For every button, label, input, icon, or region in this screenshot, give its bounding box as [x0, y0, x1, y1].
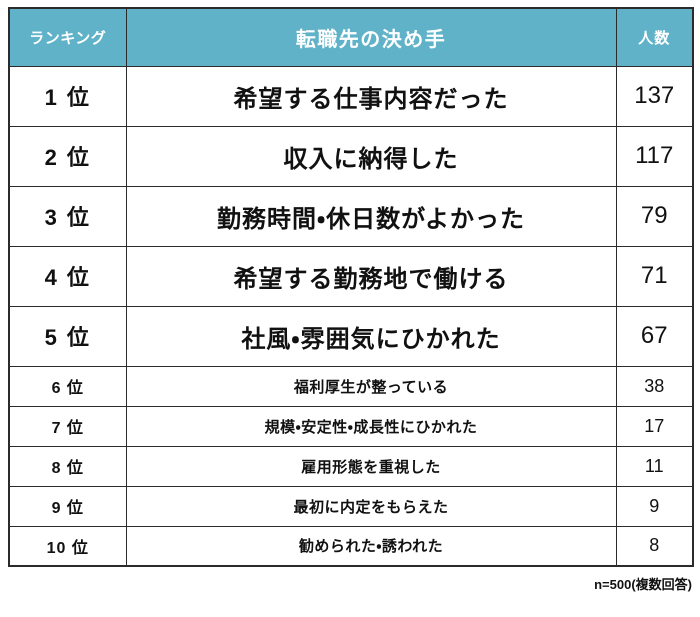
sample-size-note: n=500(複数回答) — [594, 577, 692, 592]
count-cell: 137 — [615, 65, 694, 127]
header-count: 人数 — [615, 7, 694, 67]
table-row: 5 位 社風・雰囲気にひかれた 67 — [8, 305, 694, 367]
table-row: 4 位 希望する勤務地で働ける 71 — [8, 245, 694, 307]
factor-cell: 社風・雰囲気にひかれた — [125, 305, 617, 367]
count-cell: 9 — [615, 485, 694, 527]
header-factor: 転職先の決め手 — [125, 7, 617, 67]
table-header: ランキング 転職先の決め手 人数 — [8, 7, 694, 67]
table-row: 1 位 希望する仕事内容だった 137 — [8, 65, 694, 127]
table-row: 3 位 勤務時間・休日数がよかった 79 — [8, 185, 694, 247]
factor-cell: 勤務時間・休日数がよかった — [125, 185, 617, 247]
rank-cell: 10 位 — [8, 525, 127, 567]
ranking-table: ランキング 転職先の決め手 人数 1 位 希望する仕事内容だった 137 2 位… — [8, 7, 694, 567]
factor-cell: 希望する勤務地で働ける — [125, 245, 617, 307]
count-cell: 117 — [615, 125, 694, 187]
table-row: 7 位 規模・安定性・成長性にひかれた 17 — [8, 405, 694, 447]
count-cell: 79 — [615, 185, 694, 247]
factor-cell: 希望する仕事内容だった — [125, 65, 617, 127]
header-row: ランキング 転職先の決め手 人数 — [8, 7, 694, 67]
rank-cell: 4 位 — [8, 245, 127, 307]
rank-cell: 9 位 — [8, 485, 127, 527]
rank-cell: 6 位 — [8, 365, 127, 407]
table-row: 10 位 勧められた・誘われた 8 — [8, 525, 694, 567]
count-cell: 67 — [615, 305, 694, 367]
header-rank: ランキング — [8, 7, 127, 67]
factor-cell: 収入に納得した — [125, 125, 617, 187]
rank-cell: 2 位 — [8, 125, 127, 187]
table-row: 6 位 福利厚生が整っている 38 — [8, 365, 694, 407]
table-row: 2 位 収入に納得した 117 — [8, 125, 694, 187]
rank-cell: 5 位 — [8, 305, 127, 367]
rank-cell: 3 位 — [8, 185, 127, 247]
table-row: 9 位 最初に内定をもらえた 9 — [8, 485, 694, 527]
rank-cell: 8 位 — [8, 445, 127, 487]
factor-cell: 勧められた・誘われた — [125, 525, 617, 567]
rank-cell: 1 位 — [8, 65, 127, 127]
count-cell: 17 — [615, 405, 694, 447]
factor-cell: 福利厚生が整っている — [125, 365, 617, 407]
factor-cell: 最初に内定をもらえた — [125, 485, 617, 527]
table-row: 8 位 雇用形態を重視した 11 — [8, 445, 694, 487]
count-cell: 11 — [615, 445, 694, 487]
rank-cell: 7 位 — [8, 405, 127, 447]
count-cell: 8 — [615, 525, 694, 567]
count-cell: 38 — [615, 365, 694, 407]
count-cell: 71 — [615, 245, 694, 307]
factor-cell: 雇用形態を重視した — [125, 445, 617, 487]
factor-cell: 規模・安定性・成長性にひかれた — [125, 405, 617, 447]
ranking-table-body: 1 位 希望する仕事内容だった 137 2 位 収入に納得した 117 3 位 … — [8, 65, 694, 567]
